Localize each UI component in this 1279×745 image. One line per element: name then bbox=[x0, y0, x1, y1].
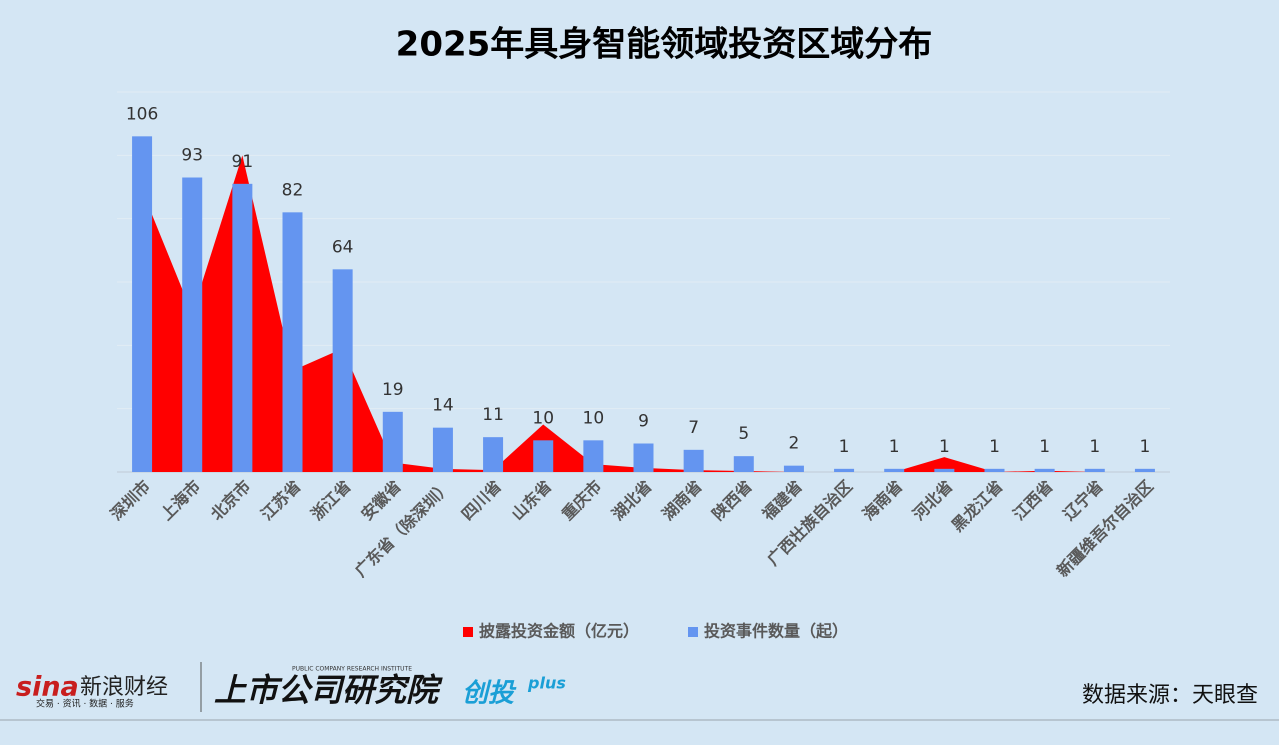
bar bbox=[232, 183, 253, 473]
bar bbox=[733, 456, 754, 472]
bar bbox=[282, 212, 303, 473]
x-tick-label: 北京市 bbox=[207, 477, 254, 524]
chart-title: 2025年具身智能领域投资区域分布 bbox=[396, 25, 933, 65]
data-label: 2 bbox=[789, 434, 800, 454]
bar bbox=[884, 468, 905, 472]
x-tick-label: 广东省（除深圳） bbox=[351, 477, 455, 581]
product: 创投 bbox=[462, 679, 517, 709]
bar bbox=[683, 449, 704, 472]
data-label: 1 bbox=[839, 437, 850, 457]
bar bbox=[583, 440, 604, 472]
x-tick-label: 深圳市 bbox=[107, 477, 154, 524]
bar bbox=[633, 443, 654, 472]
bar bbox=[1034, 468, 1055, 472]
bar bbox=[834, 468, 855, 472]
data-label: 1 bbox=[1089, 437, 1100, 457]
legend-swatch bbox=[463, 627, 473, 637]
x-tick-label: 安徽省 bbox=[357, 477, 404, 524]
data-label: 10 bbox=[583, 408, 605, 428]
x-tick-label: 重庆市 bbox=[558, 477, 605, 524]
x-tick-label: 四川省 bbox=[458, 477, 505, 524]
data-label: 14 bbox=[432, 396, 454, 416]
bar bbox=[432, 427, 453, 472]
bar bbox=[382, 411, 403, 472]
x-tick-label: 海南省 bbox=[859, 477, 906, 524]
brand: 新浪财经 bbox=[80, 675, 168, 700]
x-tick-label: 浙江省 bbox=[307, 477, 354, 524]
institute-en: PUBLIC COMPANY RESEARCH INSTITUTE bbox=[292, 666, 412, 673]
data-label: 5 bbox=[738, 424, 749, 444]
x-tick-label: 陕西省 bbox=[708, 477, 755, 524]
data-label: 1 bbox=[939, 437, 950, 457]
data-label: 106 bbox=[126, 104, 158, 124]
brand-logo: sina bbox=[16, 672, 79, 703]
bar bbox=[1084, 468, 1105, 472]
x-tick-label: 湖北省 bbox=[608, 477, 655, 524]
data-label: 93 bbox=[181, 146, 203, 166]
x-tick-label: 福建省 bbox=[758, 477, 806, 525]
data-label: 1 bbox=[1140, 437, 1151, 457]
x-tick-label: 湖南省 bbox=[658, 477, 705, 524]
x-tick-label: 新疆维吾尔自治区 bbox=[1053, 477, 1157, 581]
product-suffix: plus bbox=[527, 674, 566, 693]
bar bbox=[934, 468, 955, 472]
x-tick-label: 上海市 bbox=[157, 477, 204, 524]
data-label: 91 bbox=[232, 152, 254, 172]
bar bbox=[332, 269, 353, 472]
bar bbox=[1134, 468, 1155, 472]
bar bbox=[132, 136, 153, 473]
x-tick-label: 山东省 bbox=[508, 477, 555, 524]
data-label: 82 bbox=[282, 180, 304, 200]
institute: 上市公司研究院 bbox=[214, 671, 443, 709]
legend-label: 投资事件数量（起） bbox=[704, 622, 848, 641]
source-note: 数据来源：天眼查 bbox=[1082, 683, 1258, 708]
data-label: 64 bbox=[332, 237, 354, 257]
x-tick-label: 江西省 bbox=[1009, 477, 1056, 524]
bar bbox=[533, 440, 554, 472]
data-label: 1 bbox=[889, 437, 900, 457]
data-label: 1 bbox=[1039, 437, 1050, 457]
x-tick-label: 黑龙江省 bbox=[948, 477, 1007, 536]
brand-tagline: 交易 · 资讯 · 数据 · 服务 bbox=[36, 698, 134, 710]
bar bbox=[182, 177, 203, 472]
x-tick-label: 河北省 bbox=[909, 477, 956, 524]
x-tick-label: 江苏省 bbox=[257, 477, 304, 524]
legend-label: 披露投资金额（亿元） bbox=[479, 622, 639, 641]
x-tick-label: 辽宁省 bbox=[1059, 477, 1106, 524]
bar bbox=[483, 437, 504, 472]
bar bbox=[984, 468, 1005, 472]
data-label: 7 bbox=[688, 418, 699, 438]
data-label: 9 bbox=[638, 412, 649, 432]
data-label: 19 bbox=[382, 380, 404, 400]
data-label: 11 bbox=[482, 405, 504, 425]
bar bbox=[783, 465, 804, 472]
legend-swatch bbox=[688, 627, 698, 637]
data-label: 10 bbox=[532, 408, 554, 428]
data-label: 1 bbox=[989, 437, 1000, 457]
